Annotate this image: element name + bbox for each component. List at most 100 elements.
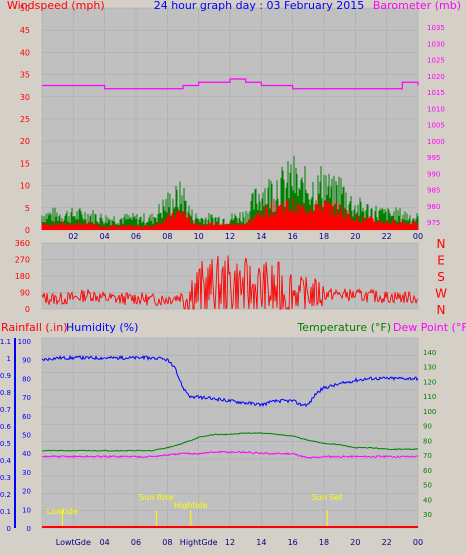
annotation-label: Lowtide [47,507,78,516]
weather-series [41,354,419,528]
tick-label: 08 [162,232,172,241]
tick-label: 0.7 [0,406,11,414]
compass-label: W [435,287,447,301]
tick-label: 70 [22,394,31,402]
tick-label: 60 [22,413,31,421]
dewpoint-axis-label: Dew Point (°F) [393,321,466,334]
tick-label: 980 [427,203,440,211]
compass-label: N [437,237,446,251]
tick-label: 110 [423,393,436,401]
tick-label: 1010 [427,105,445,113]
tick-label: 975 [427,219,440,227]
tick-label: 1030 [427,40,445,48]
tick-label: HightGde [180,538,218,547]
tick-label: 985 [427,187,440,195]
tick-label: 22 [382,538,392,547]
tick-label: 1 [7,355,11,363]
tick-label: 130 [423,364,436,372]
dewpoint-series [41,450,419,459]
tick-label: 04 [100,232,110,241]
tick-label: 20 [22,488,31,496]
tick-label: 0.2 [0,491,11,499]
tick-label: 180 [15,272,30,281]
tick-label: 1015 [427,89,445,97]
tick-label: 15 [20,159,30,168]
tick-label: 40 [423,496,432,504]
tick-label: 1025 [427,57,445,65]
tick-label: 50 [20,4,30,13]
direction-series [41,255,419,311]
tick-label: 00 [413,538,423,547]
tick-label: 0.4 [0,457,12,465]
tick-label: 45 [20,26,30,35]
humidity-tick-labels: 0 10 20 30 40 50 60 70 80 90 100 [18,338,31,533]
rainfall-tick-labels: 0 0.1 0.2 0.3 0.4 0.5 0.6 0.7 0.8 0.9 1 1.1 [0,338,12,533]
tick-label: 100 [18,338,31,346]
compass-label: N [437,303,446,317]
tick-label: 0.9 [0,372,11,380]
tick-label: 12 [225,232,235,241]
wind-series [41,78,419,230]
tick-label: 14 [256,232,266,241]
humidity-axis-label: Humidity (%) [66,321,138,334]
tick-label: 100 [423,408,436,416]
tick-label: 50 [423,482,432,490]
tick-label: 0 [7,525,11,533]
windspeed-axis-label: Windspeed (mph) [7,0,105,12]
barometer-axis-label: Barometer (mb) [373,0,461,12]
annotation-label: Sun Set [312,493,343,502]
tick-label: 990 [427,170,440,178]
temperature-axis-label: Temperature (°F) [296,321,391,334]
tick-label: 08 [162,538,172,547]
time-tick-labels: 02 04 06 08 10 12 14 16 18 20 22 00 [68,232,423,241]
tick-label: 25 [20,115,30,124]
tick-label: 270 [15,256,30,265]
tick-label: 1035 [427,24,445,32]
tick-label: 40 [22,450,31,458]
tick-label: 50 [22,432,31,440]
tick-label: LowtGde [56,538,91,547]
tick-label: 0.6 [0,423,12,431]
tick-label: 35 [20,71,30,80]
tick-label: 0.5 [0,440,11,448]
tick-label: 22 [382,232,392,241]
annotation-label: Hightide [174,501,208,510]
tick-label: 20 [350,538,360,547]
tick-label: 90 [22,357,31,365]
tick-label: 16 [288,538,298,547]
tick-label: 20 [350,232,360,241]
tick-label: 16 [288,232,298,241]
tick-label: 0 [27,525,31,533]
barometer-tick-labels: 975 980 985 990 995 1000 1005 1010 1015 1020 1025 1… [427,24,445,227]
tick-label: 18 [319,538,329,547]
tick-label: 30 [22,469,31,477]
tick-label: 60 [423,467,432,475]
windspeed-tick-labels: 0 5 10 15 20 25 30 35 40 45 50 [20,4,30,235]
tick-label: 02 [68,232,78,241]
tick-label: 80 [423,437,432,445]
tick-label: 0 [25,226,30,235]
tick-label: 06 [131,232,141,241]
tick-label: 0.1 [0,508,11,516]
tick-label: 1020 [427,73,445,81]
time-tick-labels-bottom: LowtGde 04 06 08 HightGde 12 14 16 18 20 22 00 [56,538,423,547]
barometer-series [42,78,419,90]
tick-label: 5 [25,204,30,213]
tick-label: 0.8 [0,389,11,397]
tick-label: 90 [423,423,432,431]
temperature-series [41,431,419,452]
compass-label: S [437,270,445,284]
tick-label: 140 [423,349,436,357]
rainfall-axis-label: Rainfall (.in) [1,321,68,334]
direction-tick-labels: 0 90 180 270 360 [15,239,30,314]
tick-label: 10 [20,182,30,191]
tick-label: 0.3 [0,474,11,482]
humidity-series [41,354,419,408]
tick-label: 120 [423,378,436,386]
temperature-tick-labels: 30 40 50 60 70 80 90 100 110 120 130 140 [423,349,436,519]
tick-label: 20 [20,137,30,146]
tick-label: 1.1 [0,338,11,346]
